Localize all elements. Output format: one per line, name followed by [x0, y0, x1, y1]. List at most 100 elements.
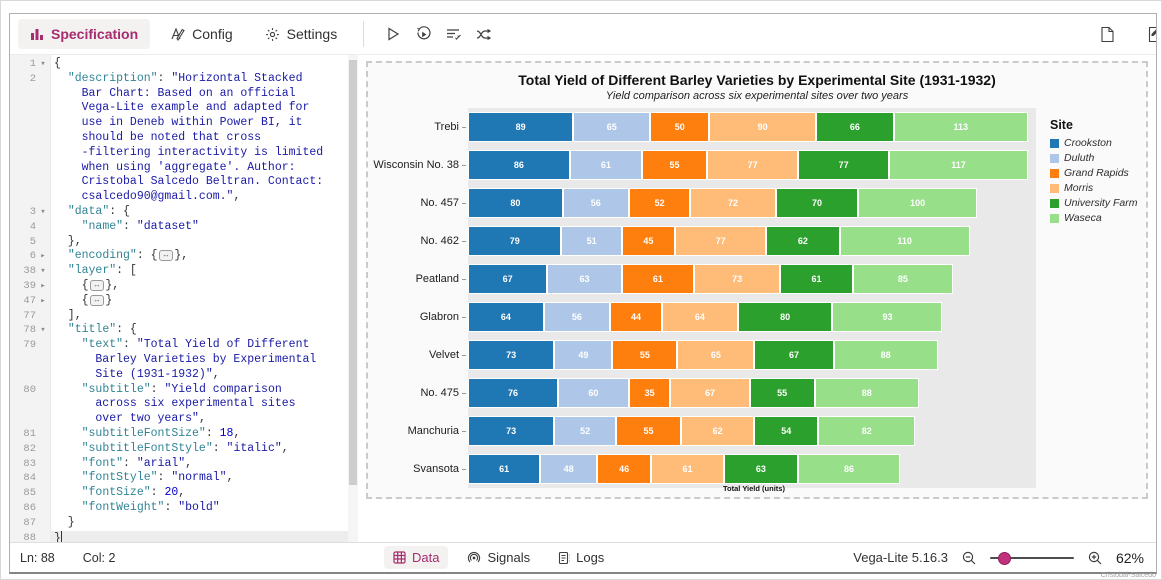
editor-line[interactable]: across six experimental sites [10, 397, 348, 412]
fold-closed-icon[interactable]: ▸ [40, 251, 46, 262]
bar-segment[interactable]: 65 [573, 112, 651, 142]
tab-config[interactable]: Config [158, 19, 244, 49]
editor-line[interactable]: 86 "fontWeight": "bold" [10, 501, 348, 516]
bar-segment[interactable]: 60 [557, 378, 629, 408]
bar-segment[interactable]: 62 [766, 226, 840, 256]
legend-item[interactable]: Duluth [1050, 152, 1146, 164]
bar-segment[interactable]: 70 [775, 188, 859, 218]
bar-segment[interactable]: 77 [798, 150, 890, 180]
zoom-slider[interactable] [989, 551, 1074, 565]
bar-segment[interactable]: 73 [694, 264, 781, 294]
bar-segment[interactable]: 61 [468, 454, 541, 484]
format-json-button[interactable] [438, 19, 468, 49]
editor-line[interactable]: Barley Varieties by Experimental [10, 353, 348, 368]
editor-line[interactable]: Site (1931-1932)", [10, 368, 348, 383]
bar-segment[interactable]: 44 [609, 302, 663, 332]
bar-segment[interactable]: 50 [650, 112, 710, 142]
editor-line[interactable]: 80 "subtitle": "Yield comparison [10, 383, 348, 398]
editor-scrollbar[interactable] [348, 55, 358, 543]
bar-segment[interactable]: 67 [468, 264, 548, 294]
editor-line[interactable]: should be noted that cross [10, 131, 348, 146]
bar-segment[interactable]: 55 [749, 378, 815, 408]
fold-closed-icon[interactable]: ▸ [40, 280, 46, 291]
remap-fields-button[interactable] [468, 19, 498, 49]
fold-open-icon[interactable]: ▾ [40, 325, 46, 336]
bar-segment[interactable]: 61 [621, 264, 694, 294]
collapsed-code-icon[interactable]: ↔ [89, 294, 105, 306]
zoom-in-icon[interactable] [1087, 550, 1103, 566]
bar-segment[interactable]: 45 [621, 226, 676, 256]
bar-segment[interactable]: 73 [468, 416, 555, 446]
bar-segment[interactable]: 55 [615, 416, 681, 446]
editor-line[interactable]: 81 "subtitleFontSize": 18, [10, 427, 348, 442]
legend-item[interactable]: Waseca [1050, 212, 1146, 224]
bar-segment[interactable]: 56 [562, 188, 629, 218]
bar-segment[interactable]: 117 [889, 150, 1028, 180]
legend-item[interactable]: University Farm [1050, 197, 1146, 209]
bar-segment[interactable]: 80 [737, 302, 833, 332]
bar-segment[interactable]: 54 [754, 416, 819, 446]
editor-line[interactable]: 85 "fontSize": 20, [10, 486, 348, 501]
bar-segment[interactable]: 66 [815, 112, 894, 142]
editor-line[interactable]: 2 "description": "Horizontal Stacked [10, 72, 348, 87]
editor-code-area[interactable]: 1 ▾{2 "description": "Horizontal Stacked … [10, 57, 348, 543]
bar-segment[interactable]: 72 [690, 188, 776, 218]
bar-segment[interactable]: 77 [675, 226, 767, 256]
bar-segment[interactable]: 49 [554, 340, 613, 370]
bar-segment[interactable]: 61 [780, 264, 853, 294]
legend-item[interactable]: Crookston [1050, 137, 1146, 149]
editor-line[interactable]: 3 ▾ "data": { [10, 205, 348, 220]
zoom-slider-thumb[interactable] [997, 551, 1011, 565]
editor-line[interactable]: 82 "subtitleFontStyle": "italic", [10, 442, 348, 457]
bar-segment[interactable]: 76 [468, 378, 558, 408]
bar-segment[interactable]: 46 [596, 454, 652, 484]
editor-line[interactable]: 1 ▾ { [10, 57, 348, 72]
edge-partial-icon[interactable] [1147, 26, 1156, 43]
editor-line[interactable]: 39 ▸ {↔}, [10, 279, 348, 294]
editor-line[interactable]: Cristobal Salcedo Beltran. Contact: [10, 175, 348, 190]
legend-item[interactable]: Morris [1050, 182, 1146, 194]
zoom-slider-track[interactable] [989, 556, 1074, 559]
bar-segment[interactable]: 93 [832, 302, 943, 332]
editor-line[interactable]: 38 ▾ "layer": [ [10, 264, 348, 279]
editor-line[interactable]: 84 "fontStyle": "normal", [10, 471, 348, 486]
editor-line[interactable]: 78 ▾ "title": { [10, 323, 348, 338]
editor-line[interactable]: 5 }, [10, 235, 348, 250]
bar-segment[interactable]: 61 [651, 454, 724, 484]
collapsed-code-icon[interactable]: ↔ [89, 279, 105, 291]
bar-segment[interactable]: 67 [754, 340, 834, 370]
bar-segment[interactable]: 52 [554, 416, 616, 446]
editor-line[interactable]: use in Deneb within Power BI, it [10, 116, 348, 131]
tab-data[interactable]: Data [384, 546, 449, 569]
tab-signals[interactable]: Signals [458, 546, 539, 569]
fold-closed-icon[interactable]: ▸ [40, 295, 46, 306]
bar-segment[interactable]: 88 [833, 340, 938, 370]
apply-button[interactable] [378, 19, 408, 49]
bar-segment[interactable]: 77 [707, 150, 799, 180]
bar-segment[interactable]: 100 [858, 188, 977, 218]
spec-editor-pane[interactable]: 1 ▾{2 "description": "Horizontal Stacked … [10, 55, 358, 543]
bar-segment[interactable]: 86 [798, 454, 900, 484]
zoom-out-icon[interactable] [961, 550, 977, 566]
tab-specification[interactable]: Specification [18, 19, 151, 49]
editor-line[interactable]: when using 'aggregate'. Author: [10, 161, 348, 176]
bar-segment[interactable]: 73 [468, 340, 555, 370]
fold-open-icon[interactable]: ▾ [40, 206, 46, 217]
editor-line[interactable]: Vega-Lite example and adapted for [10, 101, 348, 116]
editor-line[interactable]: -filtering interactivity is limited [10, 146, 348, 161]
editor-line[interactable]: csalcedo90@gmail.com.", [10, 190, 348, 205]
bar-segment[interactable]: 67 [670, 378, 750, 408]
bar-segment[interactable]: 64 [468, 302, 544, 332]
bar-segment[interactable]: 56 [543, 302, 610, 332]
legend-item[interactable]: Grand Rapids [1050, 167, 1146, 179]
bar-segment[interactable]: 64 [662, 302, 738, 332]
bar-segment[interactable]: 51 [561, 226, 622, 256]
bar-segment[interactable]: 113 [893, 112, 1028, 142]
bar-segment[interactable]: 63 [723, 454, 799, 484]
auto-apply-button[interactable] [408, 19, 438, 49]
editor-line[interactable]: 6 ▸ "encoding": {↔}, [10, 249, 348, 264]
editor-line[interactable]: 88} [10, 530, 348, 543]
bar-segment[interactable]: 79 [468, 226, 562, 256]
editor-line[interactable]: 87 } [10, 516, 348, 531]
tab-logs[interactable]: Logs [549, 546, 613, 569]
